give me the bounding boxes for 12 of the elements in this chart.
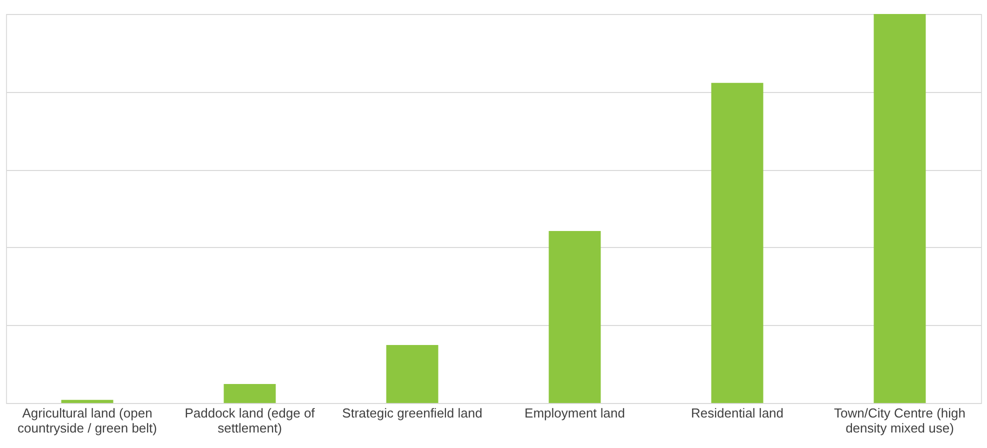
bar: [711, 82, 764, 403]
x-tick-label: Paddock land (edge of settlement): [184, 406, 316, 436]
x-tick-label: Town/City Centre (high density mixed use): [834, 406, 966, 436]
x-tick-label: Employment land: [524, 406, 625, 420]
bar: [874, 14, 926, 403]
bar: [224, 384, 276, 403]
bar: [61, 400, 114, 403]
x-tick-label: Residential land: [690, 406, 784, 420]
bar: [386, 345, 438, 403]
x-tick-label: Strategic greenfield land: [342, 406, 482, 420]
bar: [548, 231, 601, 403]
x-tick-label: Agricultural land (open countryside / green belt): [18, 406, 157, 436]
